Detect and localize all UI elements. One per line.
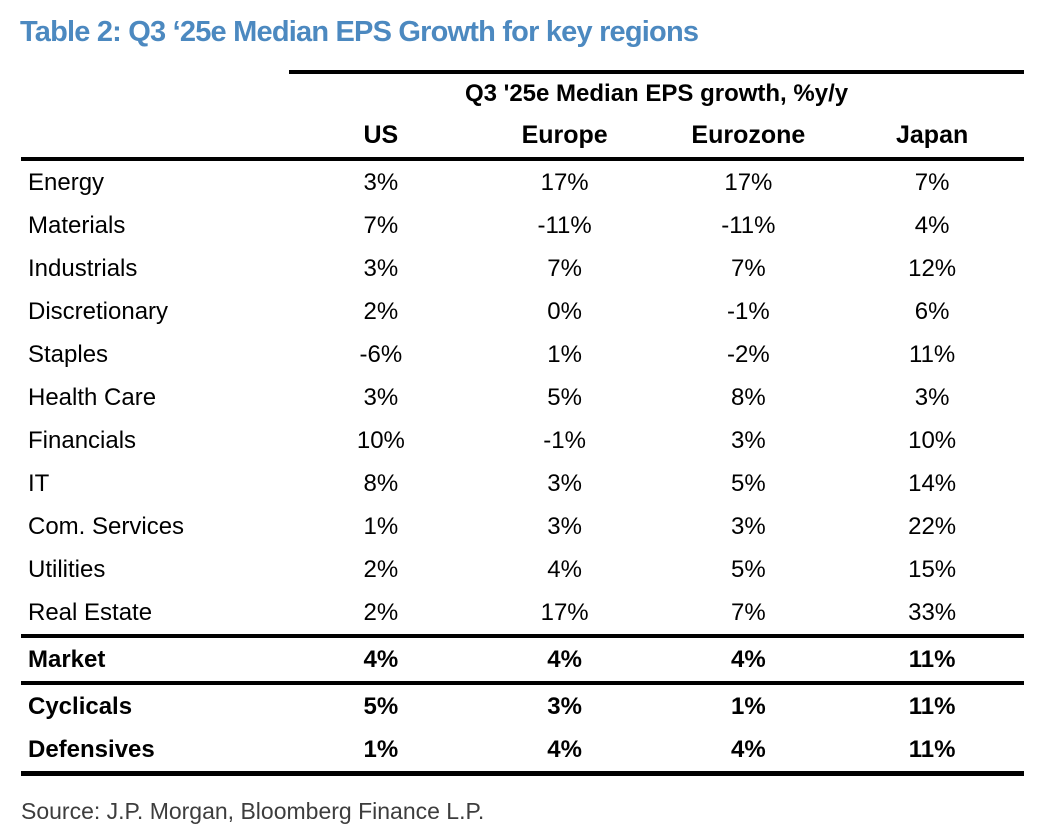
column-header-us: US: [289, 114, 473, 161]
row-label: Com. Services: [28, 512, 185, 540]
value-cell: 4%: [914, 211, 950, 239]
column-header-empty: [21, 114, 289, 161]
table-row: IT 8% 3% 5% 14%: [21, 462, 1024, 505]
source-note: Source: J.P. Morgan, Bloomberg Finance L…: [21, 798, 485, 824]
value-cell: 3%: [472, 681, 657, 728]
value-cell: 11%: [909, 340, 956, 368]
value-cell: 33%: [908, 598, 957, 626]
row-label: Market: [21, 634, 289, 683]
value-cell: 1%: [363, 512, 399, 540]
row-label: Energy: [28, 168, 105, 196]
value-cell: 6%: [914, 297, 950, 325]
value-cell: -11%: [537, 211, 592, 239]
value-cell: 17%: [724, 168, 773, 196]
row-label: Financials: [28, 426, 137, 454]
value-cell: -11%: [721, 211, 776, 239]
row-label: Health Care: [28, 383, 157, 411]
value-cell: 3%: [731, 512, 766, 540]
row-label: IT: [28, 469, 50, 497]
value-cell: 5%: [731, 469, 766, 497]
value-cell: 17%: [540, 598, 589, 626]
value-cell: 1%: [656, 681, 841, 728]
group-header-spacer: [21, 72, 289, 114]
table-row: Health Care 3% 5% 8% 3%: [21, 376, 1024, 419]
value-cell: 7%: [731, 254, 766, 282]
value-cell: 4%: [656, 728, 841, 776]
value-cell: 3%: [731, 426, 766, 454]
value-cell: 10%: [356, 426, 405, 454]
value-cell: -2%: [727, 340, 770, 368]
value-cell: 1%: [289, 728, 473, 776]
table-row: Industrials 3% 7% 7% 12%: [21, 247, 1024, 290]
column-header-japan: Japan: [840, 114, 1025, 161]
value-cell: 4%: [656, 634, 841, 683]
table-row: Energy 3% 17% 17% 7%: [21, 159, 1024, 204]
row-label: Defensives: [21, 728, 289, 776]
value-cell: 2%: [363, 598, 399, 626]
row-label: Real Estate: [28, 598, 153, 626]
group-header: Q3 '25e Median EPS growth, %y/y: [289, 70, 1025, 114]
table-title: Table 2: Q3 ‘25e Median EPS Growth for k…: [20, 16, 699, 48]
table-row: Financials 10% -1% 3% 10%: [21, 419, 1024, 462]
value-cell: 15%: [908, 555, 957, 583]
row-label: Staples: [28, 340, 109, 368]
value-cell: -6%: [359, 340, 403, 368]
table-row: Com. Services 1% 3% 3% 22%: [21, 505, 1024, 548]
value-cell: 2%: [363, 555, 399, 583]
value-cell: 22%: [908, 512, 957, 540]
eps-growth-table: Q3 '25e Median EPS growth, %y/y US Europ…: [21, 70, 1025, 776]
value-cell: 7%: [914, 168, 950, 196]
value-cell: 4%: [472, 634, 657, 683]
row-label: Industrials: [28, 254, 138, 282]
value-cell: 11%: [840, 634, 1025, 683]
value-cell: 11%: [840, 681, 1025, 728]
group-header-row: Q3 '25e Median EPS growth, %y/y: [21, 70, 1025, 114]
value-cell: 2%: [363, 297, 399, 325]
table-row: Market 4% 4% 4% 11%: [21, 634, 1025, 683]
value-cell: 8%: [363, 469, 399, 497]
value-cell: 3%: [547, 469, 582, 497]
value-cell: 3%: [914, 383, 950, 411]
value-cell: 10%: [908, 426, 957, 454]
value-cell: 3%: [547, 512, 582, 540]
row-label: Cyclicals: [21, 681, 289, 728]
column-header-row: US Europe Eurozone Japan: [21, 114, 1025, 161]
table-row: Cyclicals 5% 3% 1% 11%: [21, 681, 1025, 728]
value-cell: 11%: [840, 728, 1025, 776]
value-cell: 7%: [547, 254, 582, 282]
value-cell: 7%: [731, 598, 766, 626]
value-cell: 7%: [363, 211, 399, 239]
value-cell: 5%: [547, 383, 582, 411]
table-row: Real Estate 2% 17% 7% 33%: [21, 591, 1024, 636]
value-cell: 3%: [363, 168, 399, 196]
row-label: Discretionary: [28, 297, 169, 325]
value-cell: 3%: [363, 383, 399, 411]
value-cell: 3%: [363, 254, 399, 282]
column-header-eurozone: Eurozone: [656, 114, 841, 161]
table-row: Materials 7% -11% -11% 4%: [21, 204, 1024, 247]
value-cell: 4%: [547, 555, 582, 583]
table-body: Energy 3% 17% 17% 7% Materials 7% -11% -11% 4% Ind…: [21, 159, 1025, 776]
row-label: Materials: [28, 211, 126, 239]
table-row: Defensives 1% 4% 4% 11%: [21, 728, 1025, 776]
value-cell: 4%: [472, 728, 657, 776]
value-cell: 8%: [731, 383, 766, 411]
column-header-europe: Europe: [472, 114, 657, 161]
table-row: Discretionary 2% 0% -1% 6%: [21, 290, 1024, 333]
table-row: Staples -6% 1% -2% 11%: [21, 333, 1024, 376]
value-cell: 17%: [540, 168, 589, 196]
row-label: Utilities: [28, 555, 106, 583]
table-row: Utilities 2% 4% 5% 15%: [21, 548, 1024, 591]
value-cell: 12%: [908, 254, 957, 282]
value-cell: -1%: [543, 426, 586, 454]
value-cell: 14%: [908, 469, 957, 497]
value-cell: 4%: [289, 634, 473, 683]
value-cell: 5%: [289, 681, 473, 728]
value-cell: 0%: [547, 297, 582, 325]
value-cell: -1%: [727, 297, 770, 325]
value-cell: 5%: [731, 555, 766, 583]
value-cell: 1%: [547, 340, 582, 368]
